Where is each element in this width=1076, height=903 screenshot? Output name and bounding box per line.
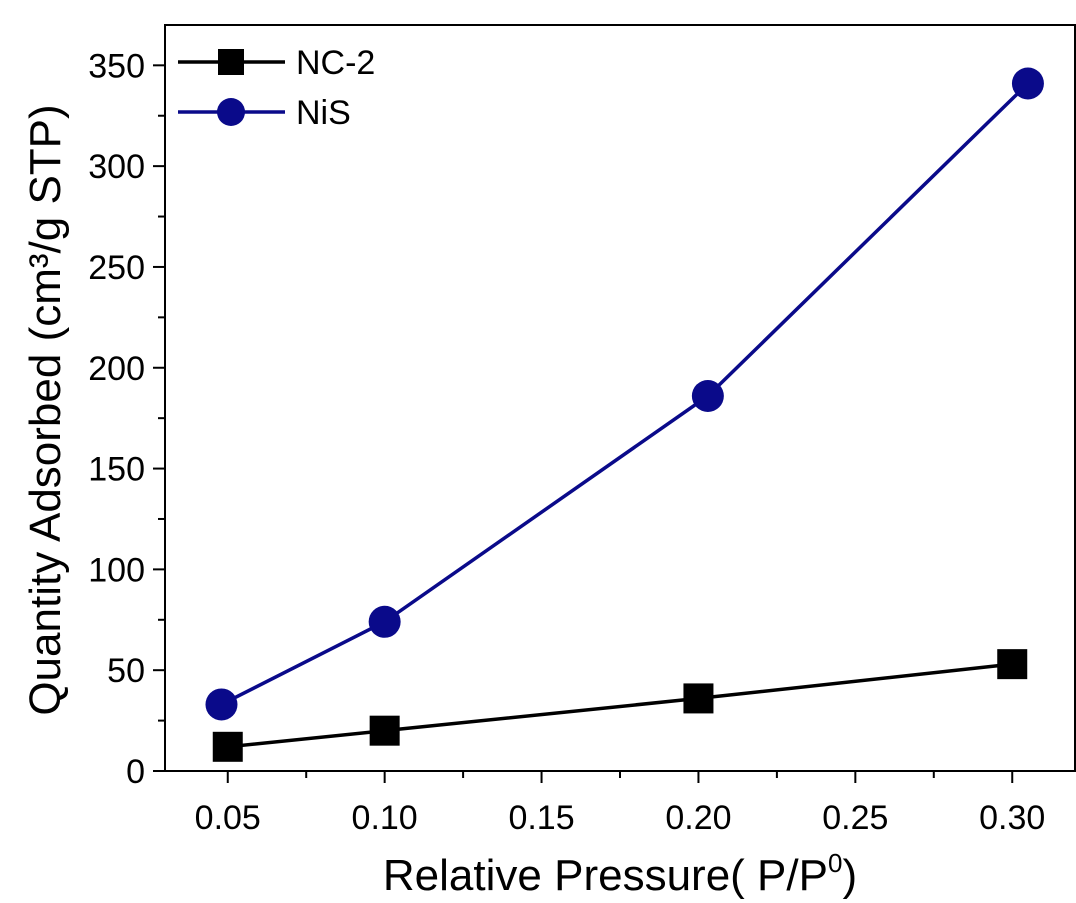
x-tick-label: 0.15: [508, 799, 574, 837]
data-point-nc-2: [212, 731, 243, 762]
x-axis-title-text: Relative Pressure( P/P: [383, 851, 828, 900]
data-point-nc-2: [683, 683, 714, 714]
series-layer: [205, 67, 1044, 762]
data-point-nc-2: [997, 649, 1028, 680]
x-tick-label: 0.20: [665, 799, 731, 837]
y-tick-label: 0: [126, 753, 145, 791]
x-ticks: 0.05 0.10 0.15 0.20 0.25 0.30: [195, 771, 1045, 837]
legend-label-nis: NiS: [296, 94, 351, 132]
legend-marker-nis: [217, 98, 245, 126]
plot-frame: [164, 24, 1076, 772]
y-tick-label: 150: [88, 451, 145, 489]
data-point-nc-2: [369, 715, 400, 746]
legend-marker-nc-2: [218, 49, 244, 75]
x-tick-label: 0.30: [979, 799, 1045, 837]
y-tick-label: 350: [88, 47, 145, 85]
data-point-nis: [368, 605, 401, 638]
axes: [164, 24, 1076, 772]
data-point-nis: [691, 379, 724, 412]
x-tick-label: 0.25: [822, 799, 888, 837]
x-tick-label: 0.05: [195, 799, 261, 837]
y-ticks: 0 50 100 150 200 250 300 350: [88, 47, 165, 791]
y-tick-label: 50: [107, 652, 145, 690]
x-axis-title: Relative Pressure( P/P0): [383, 848, 857, 900]
series-line-nis: [220, 82, 1030, 707]
legend: NC-2 NiS: [178, 44, 375, 132]
series-line-nc-2: [227, 662, 1013, 749]
data-point-nis: [1011, 67, 1044, 100]
x-axis-title-superscript: 0: [828, 848, 842, 878]
y-tick-label: 250: [88, 249, 145, 287]
y-tick-label: 300: [88, 148, 145, 186]
x-tick-label: 0.10: [352, 799, 418, 837]
y-axis-title: Quantity Adsorbed (cm³/g STP): [21, 104, 70, 715]
y-tick-label: 100: [88, 551, 145, 589]
data-point-nis: [205, 688, 238, 721]
y-tick-label: 200: [88, 350, 145, 388]
legend-label-nc-2: NC-2: [296, 44, 375, 82]
x-axis-title-suffix: ): [842, 851, 857, 900]
